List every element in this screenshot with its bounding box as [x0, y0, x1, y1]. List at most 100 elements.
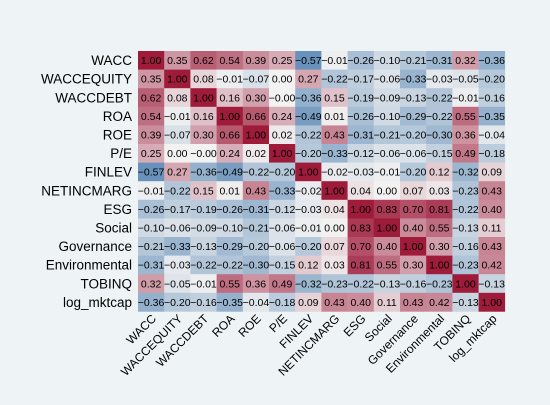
cell-value-label: −0.06 — [374, 74, 401, 86]
cell-value-label: −0.32 — [452, 167, 479, 179]
cell-value-label: 1.00 — [193, 92, 214, 104]
row-label: P/E — [110, 146, 132, 161]
cell-value-label: 0.36 — [246, 278, 267, 290]
cell-value-label: −0.06 — [164, 223, 191, 235]
cell-value-label: 0.12 — [298, 260, 319, 272]
cell-value-label: −0.49 — [295, 111, 322, 123]
cell-value-label: −0.35 — [216, 297, 243, 309]
cell-value-label: 0.24 — [272, 111, 293, 123]
cell-value-label: −0.23 — [321, 278, 348, 290]
heatmap-cell — [164, 88, 191, 108]
heatmap-cell — [216, 162, 244, 182]
cell-value-label: 0.49 — [272, 278, 293, 290]
cell-value-label: −0.01 — [374, 167, 401, 179]
cell-value-label: 0.43 — [403, 297, 424, 309]
heatmap-cell — [242, 255, 270, 275]
cell-value-label: 0.39 — [246, 55, 267, 67]
heatmap-cell — [138, 218, 165, 238]
cell-value-label: 1.00 — [429, 260, 450, 272]
cell-value-label: −0.57 — [138, 167, 165, 179]
heatmap-cell — [478, 274, 506, 294]
heatmap-cell — [347, 255, 375, 275]
cell-value-label: 0.43 — [481, 185, 502, 197]
heatmap-cell — [138, 51, 165, 70]
heatmap-cell — [138, 106, 165, 126]
heatmap-cell — [400, 88, 427, 108]
cell-value-label: 1.00 — [272, 148, 293, 160]
heatmap-cell — [190, 255, 217, 275]
cell-value-label: 0.43 — [481, 241, 502, 253]
heatmap-cell — [269, 162, 296, 182]
heatmap-cell — [242, 162, 270, 182]
heatmap-cell — [216, 181, 244, 201]
cell-value-label: 0.07 — [324, 241, 345, 253]
cell-value-label: −0.21 — [400, 55, 427, 67]
heatmap-cell — [452, 199, 479, 219]
cell-value-label: 0.32 — [455, 55, 476, 67]
cell-value-label: −0.36 — [295, 92, 322, 104]
heatmap-cell — [321, 181, 348, 201]
cell-value-label: −0.13 — [452, 297, 479, 309]
cell-value-label: −0.16 — [478, 92, 505, 104]
heatmap-cell — [400, 106, 427, 126]
heatmap-cell — [321, 106, 348, 126]
heatmap-cell — [269, 292, 296, 312]
cell-value-label: 0.04 — [324, 204, 345, 216]
cell-value-label: 1.00 — [298, 167, 319, 179]
cell-value-label: −0.32 — [295, 278, 322, 290]
cell-value-label: 1.00 — [455, 278, 476, 290]
heatmap-cell — [295, 181, 322, 201]
cell-value-label: 0.32 — [141, 278, 162, 290]
cell-value-label: −0.31 — [138, 260, 165, 272]
heatmap-cell — [269, 181, 296, 201]
heatmap-cell — [190, 69, 217, 89]
cell-value-label: 0.49 — [455, 148, 476, 160]
cell-value-label: −0.22 — [347, 278, 374, 290]
cell-value-label: 1.00 — [246, 130, 267, 142]
cell-value-label: −0.10 — [374, 55, 401, 67]
row-label: WACC — [91, 53, 132, 68]
cell-value-label: −0.33 — [400, 74, 427, 86]
heatmap-cell — [347, 88, 375, 108]
heatmap-cell — [400, 292, 427, 312]
cell-value-label: 0.00 — [324, 223, 345, 235]
heatmap-cell — [321, 144, 348, 163]
heatmap-cell — [347, 181, 375, 201]
cell-value-label: −0.20 — [164, 297, 191, 309]
heatmap-cell — [426, 106, 453, 126]
heatmap-cell — [321, 125, 348, 145]
heatmap-cell — [242, 218, 270, 238]
cell-value-label: 0.40 — [377, 241, 398, 253]
cell-value-label: 0.43 — [324, 130, 345, 142]
heatmap-cell — [190, 199, 217, 219]
cell-value-label: −0.33 — [164, 241, 191, 253]
cell-value-label: 1.00 — [377, 223, 398, 235]
cell-value-label: 1.00 — [403, 241, 424, 253]
heatmap-cell — [321, 237, 348, 256]
cell-value-label: 0.55 — [377, 260, 398, 272]
cell-value-label: −0.10 — [374, 111, 401, 123]
heatmap-cell — [426, 88, 453, 108]
heatmap-cell — [478, 218, 506, 238]
heatmap-cell — [478, 162, 506, 182]
heatmap-cell — [269, 218, 296, 238]
heatmap-cell — [190, 218, 217, 238]
heatmap-cell — [400, 125, 427, 145]
heatmap-cell — [164, 51, 191, 70]
cell-value-label: 0.70 — [350, 241, 371, 253]
cell-value-label: −0.36 — [478, 55, 505, 67]
row-label: log_mktcap — [63, 295, 132, 310]
heatmap-cell — [373, 274, 401, 294]
heatmap-cell — [295, 274, 322, 294]
heatmap-cell — [321, 199, 348, 219]
cell-value-label: 1.00 — [324, 185, 345, 197]
heatmap-cell — [295, 199, 322, 219]
heatmap-cell — [478, 292, 506, 312]
cell-value-label: −0.06 — [269, 223, 296, 235]
cell-value-label: 0.03 — [429, 185, 450, 197]
cell-value-label: 0.55 — [219, 278, 240, 290]
cell-value-label: 0.24 — [219, 148, 240, 160]
cell-value-label: −0.13 — [374, 278, 401, 290]
row-label: Governance — [58, 239, 132, 254]
